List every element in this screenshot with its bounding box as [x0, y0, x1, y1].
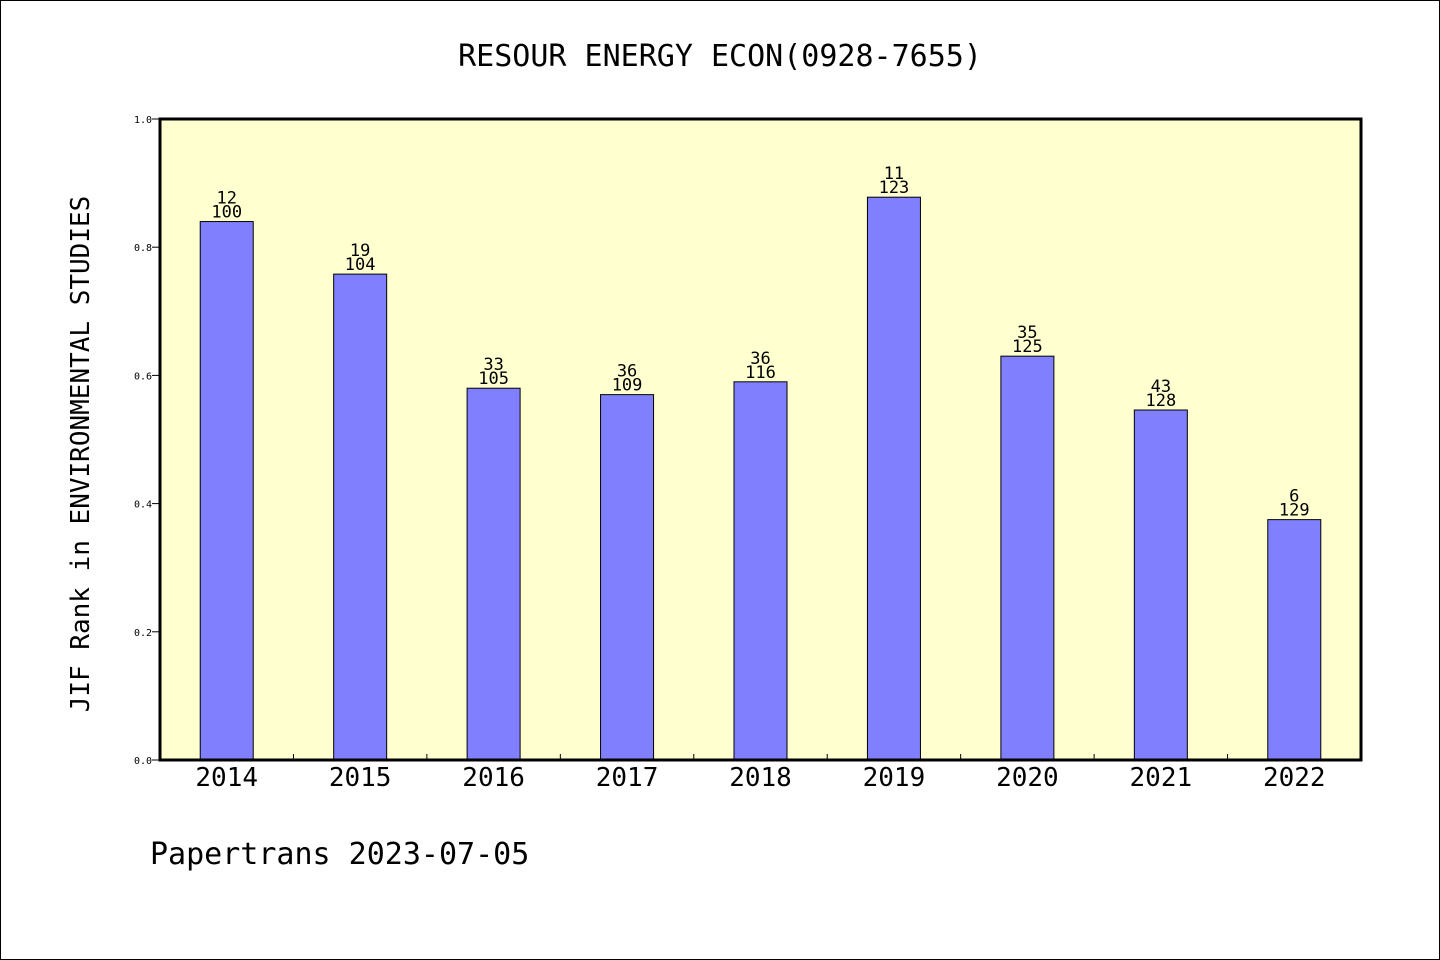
- bar-rank-label: 6: [1289, 487, 1299, 507]
- bar-rank-label: 36: [750, 349, 770, 369]
- bars: [199, 196, 1322, 761]
- plot-border: [158, 117, 1363, 762]
- bar-rank-label: 36: [617, 362, 637, 382]
- y-axis: 0.0 0.2 0.4 0.6 0.8 1.0: [134, 115, 160, 767]
- bar-total-label: 100: [211, 203, 242, 223]
- bar-total-label: 104: [345, 255, 376, 275]
- bar-total-label: 109: [612, 376, 643, 396]
- bar: [1267, 519, 1322, 761]
- bar-total-label: 123: [879, 178, 910, 198]
- bar-rank-label: 43: [1151, 377, 1171, 397]
- y-tick-label: 0.4: [134, 500, 152, 511]
- x-tick-label: 2018: [729, 763, 792, 793]
- bar: [199, 221, 254, 761]
- bar-total-label: 129: [1279, 501, 1310, 521]
- bar: [600, 394, 655, 761]
- bar: [1000, 355, 1055, 761]
- x-tick-label: 2015: [329, 763, 392, 793]
- bar-rank-label: 11: [884, 164, 904, 184]
- x-tick-label: 2019: [863, 763, 926, 793]
- y-tick-label: 0.0: [134, 756, 152, 767]
- bar: [733, 381, 788, 761]
- chart-title: RESOUR ENERGY ECON(0928-7655): [458, 39, 982, 74]
- x-tick-label: 2014: [195, 763, 258, 793]
- bar-total-label: 125: [1012, 337, 1043, 357]
- bar-rank-label: 19: [350, 241, 370, 261]
- bar-rank-label: 35: [1017, 323, 1037, 343]
- bar-total-label: 128: [1145, 391, 1176, 411]
- x-tick-label: 2020: [996, 763, 1059, 793]
- bar: [333, 273, 388, 761]
- x-tick-label: 2017: [596, 763, 659, 793]
- bar: [866, 196, 921, 761]
- x-tick-label: 2022: [1263, 763, 1326, 793]
- y-tick-label: 1.0: [134, 115, 152, 126]
- bar: [466, 387, 521, 761]
- y-axis-label: JIF Rank in ENVIRONMENTAL STUDIES: [66, 196, 96, 713]
- x-tick-label: 2016: [462, 763, 525, 793]
- bar-rank-label: 33: [483, 355, 503, 375]
- bar-total-label: 105: [478, 369, 509, 389]
- bar-total-label: 116: [745, 363, 776, 383]
- y-tick-label: 0.6: [134, 371, 152, 382]
- x-tick-label: 2021: [1130, 763, 1193, 793]
- x-axis: 2014 2015 2016 2017 2018 2019 2020 2021 2022: [195, 754, 1326, 793]
- y-tick-label: 0.8: [134, 243, 152, 254]
- footer-text: Papertrans 2023-07-05: [150, 837, 529, 872]
- y-tick-label: 0.2: [134, 628, 152, 639]
- bar-rank-label: 12: [216, 189, 236, 209]
- bar: [1133, 409, 1188, 761]
